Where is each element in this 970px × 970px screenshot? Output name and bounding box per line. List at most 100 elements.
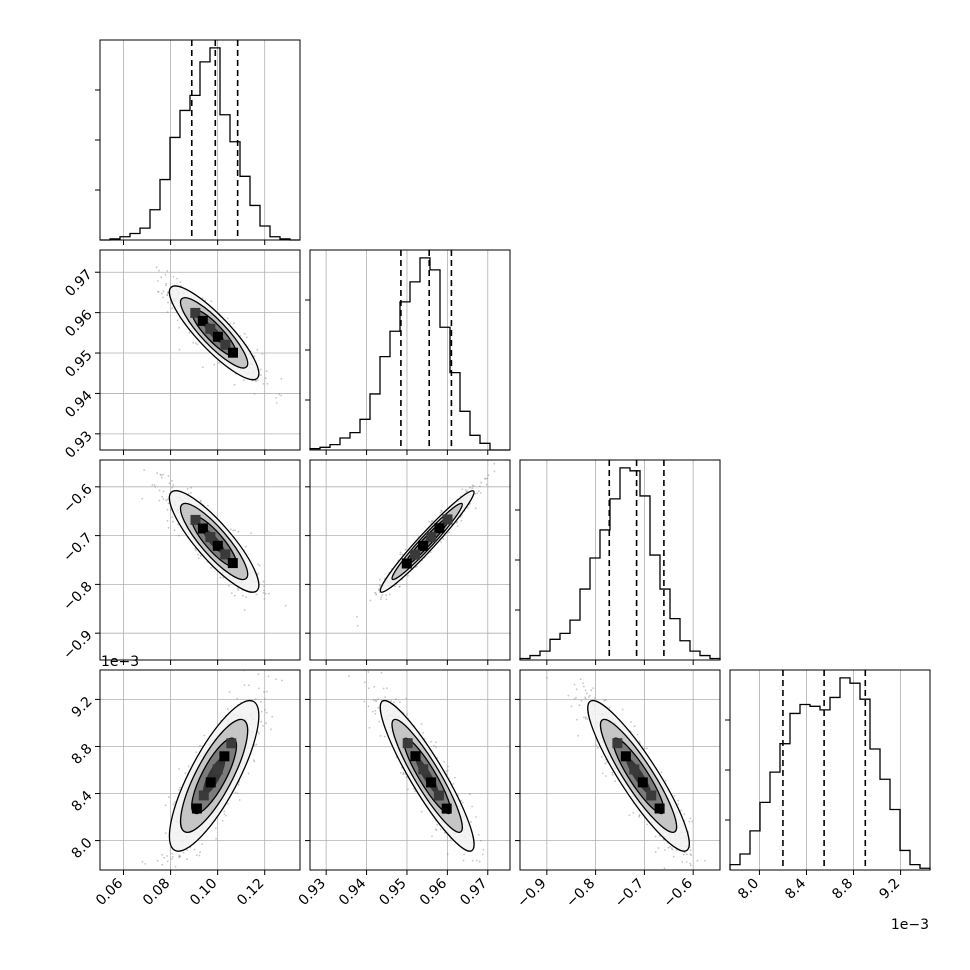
sample-point	[587, 696, 590, 698]
y-tick-label: −0.7	[60, 530, 95, 565]
sample-point	[654, 851, 657, 853]
density-core-cell	[418, 764, 429, 775]
sample-point	[161, 292, 163, 295]
panel-frame	[519, 459, 721, 661]
sample-point	[263, 691, 265, 693]
sample-point	[195, 751, 198, 754]
sample-point	[166, 508, 169, 511]
sample-point	[265, 711, 268, 714]
sample-point	[586, 718, 589, 720]
sample-point	[164, 832, 167, 835]
panel-frame	[99, 669, 301, 871]
sample-point	[192, 341, 195, 344]
sample-point	[163, 856, 166, 859]
sample-point	[171, 479, 173, 482]
sample-point	[199, 500, 202, 503]
sample-point	[247, 684, 250, 687]
sample-point	[348, 675, 350, 677]
sample-point	[469, 502, 472, 505]
sample-point	[646, 747, 648, 750]
sample-point	[443, 761, 445, 763]
sample-point	[218, 361, 221, 364]
sample-point	[157, 290, 159, 293]
sample-point	[160, 474, 163, 477]
sample-point	[476, 492, 479, 495]
sample-point	[223, 810, 226, 813]
sample-point	[200, 499, 202, 502]
sample-point	[683, 851, 686, 854]
sample-point	[380, 671, 383, 674]
y-tick-label: 0.93	[62, 428, 95, 461]
histogram-panel-3: 8.0 8.4 8.8 9.2	[725, 669, 931, 903]
sample-point	[689, 817, 692, 820]
sample-point	[402, 772, 405, 774]
density-core-cell	[418, 540, 429, 551]
density-core-cell	[212, 331, 223, 342]
y-tick-label: −0.8	[60, 579, 95, 614]
x-tick-label: 0.97	[457, 876, 490, 909]
sample-point	[690, 854, 693, 857]
sample-point	[257, 563, 259, 566]
sample-point	[162, 473, 164, 476]
density-core-cell	[637, 777, 648, 788]
sample-point	[579, 678, 582, 681]
x-tick-label: 0.96	[417, 875, 450, 908]
sample-point	[237, 589, 240, 591]
sample-point	[482, 849, 485, 851]
x-tick-label: −0.9	[514, 876, 549, 911]
sample-point	[420, 723, 423, 725]
density-core-cell	[197, 315, 208, 326]
sample-point	[416, 565, 418, 568]
sample-point	[234, 791, 237, 794]
sample-point	[156, 859, 159, 862]
sample-point	[187, 765, 190, 768]
density-core-cell	[220, 549, 231, 560]
panel-frame	[309, 459, 511, 661]
sample-point	[173, 529, 176, 532]
sample-point	[260, 368, 262, 371]
sample-point	[570, 705, 573, 708]
sample-point	[474, 493, 477, 495]
sample-point	[487, 474, 490, 477]
sample-point	[422, 731, 425, 734]
sample-point	[227, 803, 229, 805]
sample-point	[584, 696, 586, 699]
sample-point	[233, 383, 236, 386]
sample-point	[467, 506, 469, 509]
sample-point	[250, 532, 253, 534]
sample-point	[171, 307, 174, 310]
sample-point	[461, 801, 464, 804]
sample-point	[160, 476, 163, 479]
sample-point	[178, 348, 181, 351]
sample-point	[374, 709, 377, 712]
density-core-cell	[410, 751, 421, 762]
sample-point	[198, 854, 201, 857]
y-tick-label: 9.2	[69, 694, 96, 721]
sample-point	[243, 684, 246, 686]
sample-point	[267, 675, 270, 678]
sample-point	[440, 509, 443, 512]
sample-point	[407, 788, 409, 791]
sample-point	[390, 700, 392, 702]
sample-point	[608, 706, 611, 709]
sample-point	[167, 874, 169, 876]
sample-point	[405, 776, 408, 778]
sample-point	[253, 759, 255, 762]
sample-point	[166, 498, 169, 501]
sample-point	[228, 584, 230, 587]
sample-point	[469, 486, 471, 489]
sample-point	[671, 847, 673, 850]
sample-point	[166, 311, 169, 314]
density-core-cell	[212, 540, 223, 551]
sample-point	[471, 859, 474, 862]
sample-point	[215, 837, 218, 840]
y-tick-label: −0.9	[60, 628, 95, 663]
histogram-step	[100, 47, 300, 241]
sample-point	[439, 511, 442, 514]
sample-point	[179, 786, 182, 789]
sample-point	[156, 472, 159, 475]
sample-point	[207, 504, 209, 507]
sample-point	[262, 589, 265, 592]
sample-point	[255, 380, 257, 382]
sample-point	[436, 757, 439, 759]
